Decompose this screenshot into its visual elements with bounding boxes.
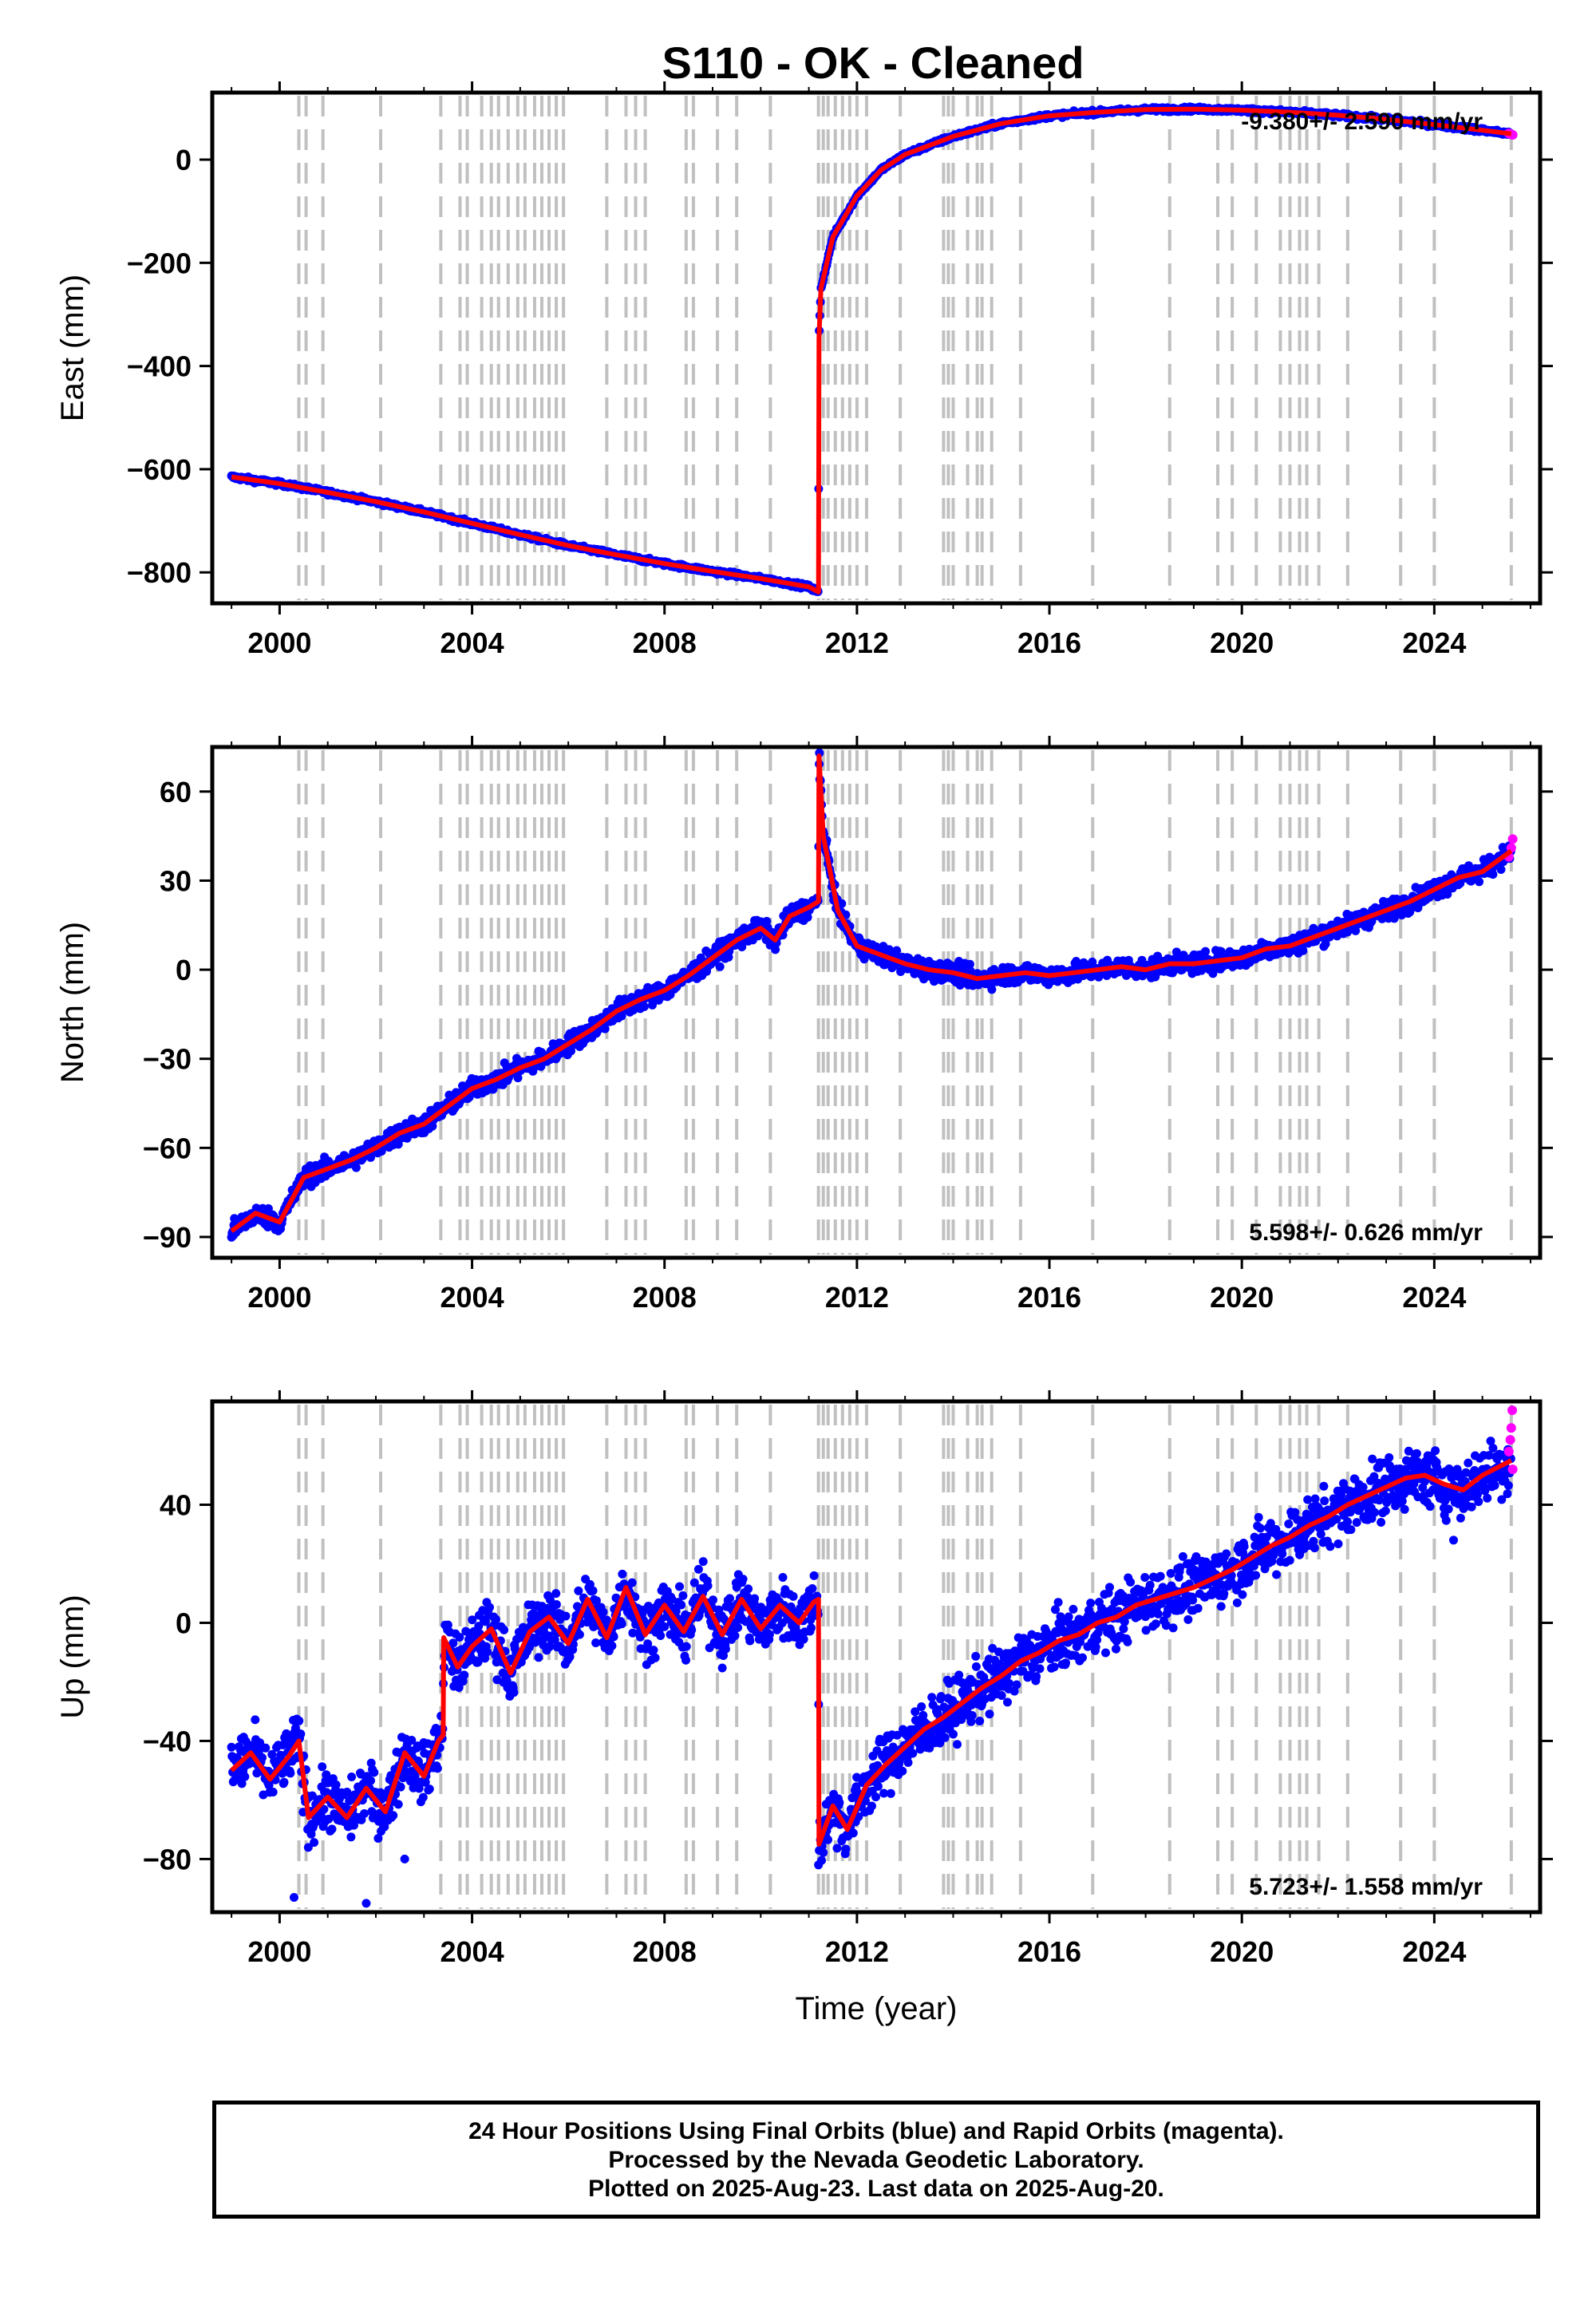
- rapid-orbit-point: [1507, 834, 1518, 844]
- x-tick-label: 2020: [1210, 626, 1274, 659]
- final-orbit-points: [227, 1405, 1518, 1908]
- final-orbit-point: [715, 962, 725, 971]
- x-tick-label: 2008: [633, 626, 697, 659]
- final-orbit-point: [296, 1729, 306, 1739]
- final-orbit-point: [987, 985, 997, 994]
- final-orbit-point: [227, 1742, 236, 1752]
- final-orbit-point: [286, 1769, 295, 1778]
- final-orbit-point: [327, 1824, 337, 1834]
- final-orbit-point: [1201, 947, 1211, 956]
- x-tick-label: 2024: [1402, 626, 1466, 659]
- y-axis-label: North (mm): [55, 922, 90, 1083]
- x-tick-label: 2024: [1402, 1281, 1466, 1314]
- final-orbit-point: [240, 1772, 250, 1781]
- y-tick-label: −30: [143, 1043, 192, 1076]
- y-tick-label: −60: [143, 1132, 192, 1164]
- final-orbit-point: [279, 1777, 289, 1787]
- velocity-label: -9.380+/- 2.590 mm/yr: [1241, 109, 1483, 135]
- final-orbit-point: [1496, 865, 1506, 874]
- final-orbit-point: [248, 1218, 258, 1227]
- final-orbit-point: [318, 1762, 327, 1772]
- y-tick-label: 60: [160, 776, 192, 808]
- x-tick-label: 2000: [247, 626, 311, 659]
- y-axis-label: East (mm): [55, 275, 90, 421]
- final-orbit-points: [227, 748, 1518, 1242]
- final-orbit-point: [268, 1788, 278, 1796]
- panel-east: 2000 2004 2008 2012 2016 2020 2024 −800 −600 −400…: [55, 81, 1553, 659]
- final-orbit-point: [1475, 877, 1484, 887]
- plot-frame: [210, 90, 1543, 606]
- model-fit-line: [231, 106, 1512, 595]
- x-tick-label: 2020: [1210, 1281, 1274, 1314]
- plot-frame: [210, 745, 1543, 1260]
- y-tick-label: −200: [127, 247, 192, 279]
- y-tick-label: −400: [127, 350, 192, 383]
- velocity-label: 5.598+/- 0.626 mm/yr: [1249, 1219, 1483, 1246]
- y-tick-label: −600: [127, 453, 192, 486]
- y-tick-label: 30: [160, 864, 192, 897]
- x-tick-label: 2012: [825, 626, 889, 659]
- x-tick-label: 2004: [440, 626, 504, 659]
- x-tick-label: 2012: [825, 1281, 889, 1314]
- y-tick-label: −800: [127, 556, 192, 589]
- final-orbit-point: [1488, 870, 1498, 879]
- x-tick-label: 2016: [1017, 1281, 1081, 1314]
- final-orbit-point: [310, 1838, 319, 1848]
- y-tick-label: 0: [176, 954, 192, 986]
- panel-north: 2000 2004 2008 2012 2016 2020 2024 −90 −60 −30 0 30…: [55, 736, 1553, 1314]
- x-tick-label: 2016: [1017, 626, 1081, 659]
- y-tick-label: 0: [176, 144, 192, 176]
- x-tick-label: 2004: [440, 1281, 504, 1314]
- panel-up: 2000 2004 2008 2012 2016 2020 2024−80−40040Up …: [55, 1390, 1553, 2026]
- y-tick-label: −90: [143, 1221, 192, 1254]
- final-orbit-point: [513, 1073, 523, 1083]
- final-orbit-point: [251, 1715, 260, 1725]
- figure-title: S110 - OK - Cleaned: [662, 38, 1084, 88]
- final-orbit-point: [639, 1002, 649, 1011]
- final-orbit-point: [294, 1716, 304, 1725]
- final-orbit-point: [351, 1163, 361, 1172]
- final-orbit-point: [261, 1743, 271, 1753]
- final-orbit-point: [1102, 971, 1112, 980]
- final-orbit-point: [393, 1140, 403, 1149]
- x-tick-label: 2000: [247, 1281, 311, 1314]
- x-tick-label: 2008: [633, 1281, 697, 1314]
